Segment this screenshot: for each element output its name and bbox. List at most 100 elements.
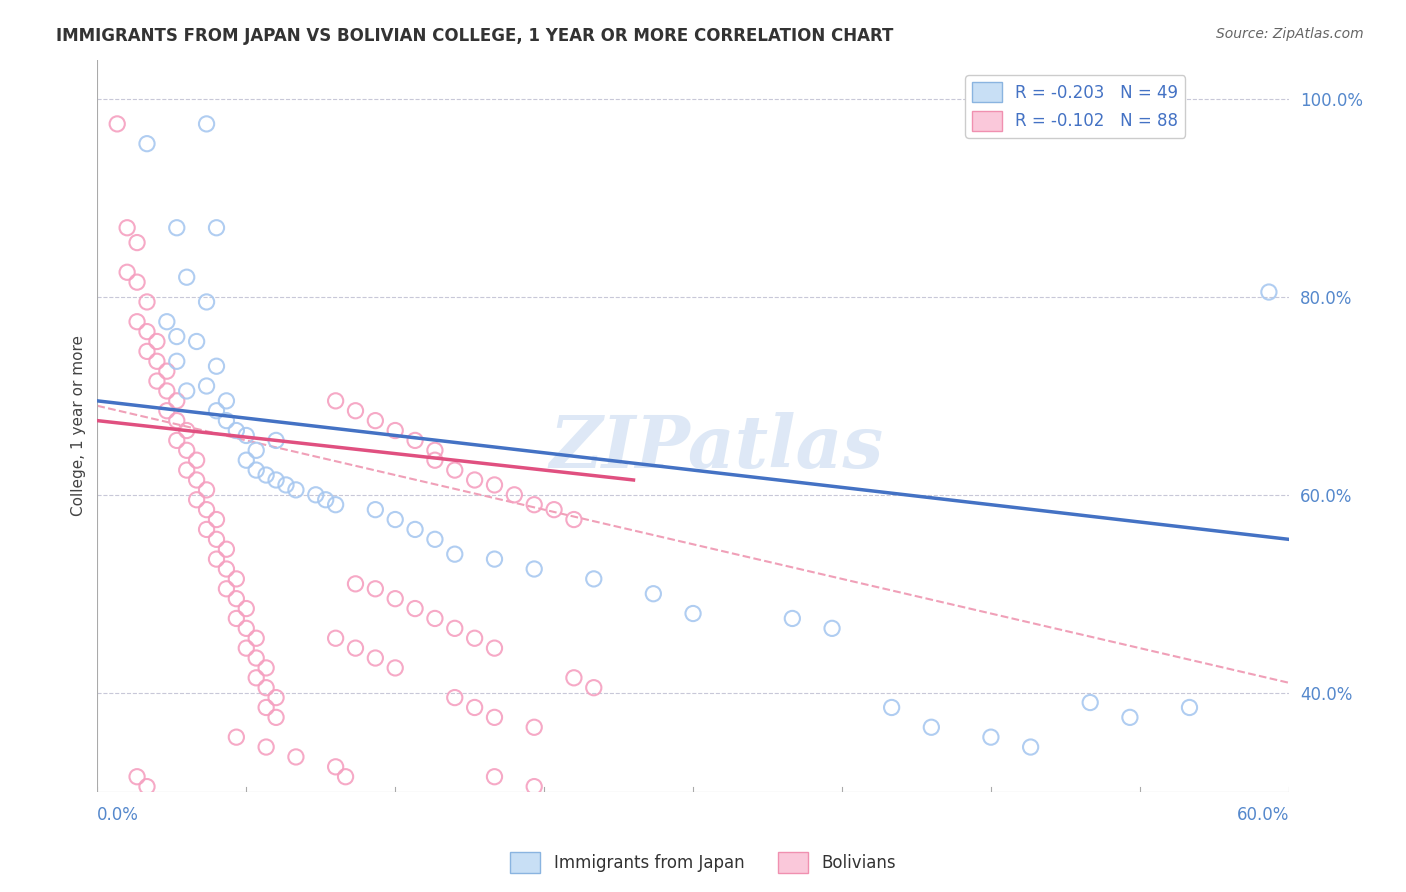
Point: [264, 710, 287, 724]
Point: [195, 523, 218, 537]
Point: [443, 621, 465, 635]
Text: ZIPatlas: ZIPatlas: [550, 412, 884, 483]
Point: [125, 275, 148, 289]
Point: [215, 562, 238, 576]
Point: [136, 325, 159, 339]
Point: [254, 681, 277, 695]
Point: [364, 414, 387, 428]
Point: [245, 671, 267, 685]
Point: [582, 681, 605, 695]
Point: [264, 473, 287, 487]
Point: [384, 424, 406, 438]
Point: [186, 492, 208, 507]
Point: [274, 478, 297, 492]
Point: [364, 502, 387, 516]
Point: [384, 512, 406, 526]
Point: [166, 220, 188, 235]
Point: [166, 393, 188, 408]
Point: [166, 354, 188, 368]
Point: [166, 434, 188, 448]
Point: [156, 403, 179, 417]
Point: [484, 641, 506, 656]
Point: [176, 424, 198, 438]
Point: [215, 542, 238, 557]
Point: [186, 453, 208, 467]
Point: [443, 547, 465, 561]
Point: [205, 403, 228, 417]
Point: [115, 265, 138, 279]
Point: [136, 344, 159, 359]
Point: [186, 334, 208, 349]
Point: [404, 434, 426, 448]
Point: [335, 770, 357, 784]
Point: [264, 690, 287, 705]
Point: [782, 611, 804, 625]
Point: [166, 329, 188, 343]
Point: [1178, 700, 1201, 714]
Text: 0.0%: 0.0%: [97, 806, 139, 824]
Point: [166, 414, 188, 428]
Point: [254, 739, 277, 754]
Point: [235, 641, 257, 656]
Point: [423, 533, 446, 547]
Point: [235, 453, 257, 467]
Point: [682, 607, 704, 621]
Point: [195, 483, 218, 497]
Point: [156, 364, 179, 378]
Point: [423, 443, 446, 458]
Point: [1257, 285, 1279, 299]
Point: [523, 562, 546, 576]
Point: [404, 601, 426, 615]
Point: [305, 488, 328, 502]
Point: [156, 384, 179, 398]
Point: [235, 621, 257, 635]
Point: [245, 463, 267, 477]
Point: [523, 780, 546, 794]
Point: [344, 577, 367, 591]
Point: [344, 641, 367, 656]
Point: [254, 468, 277, 483]
Point: [146, 374, 169, 388]
Point: [315, 492, 337, 507]
Point: [364, 651, 387, 665]
Point: [325, 393, 347, 408]
Point: [125, 315, 148, 329]
Point: [176, 270, 198, 285]
Point: [225, 611, 247, 625]
Point: [464, 632, 486, 646]
Point: [325, 498, 347, 512]
Point: [186, 473, 208, 487]
Point: [195, 117, 218, 131]
Point: [225, 591, 247, 606]
Point: [284, 750, 307, 764]
Point: [215, 414, 238, 428]
Point: [205, 220, 228, 235]
Point: [384, 661, 406, 675]
Point: [880, 700, 903, 714]
Point: [1078, 696, 1101, 710]
Point: [484, 710, 506, 724]
Text: Source: ZipAtlas.com: Source: ZipAtlas.com: [1216, 27, 1364, 41]
Point: [1119, 710, 1142, 724]
Point: [254, 661, 277, 675]
Point: [225, 424, 247, 438]
Point: [484, 770, 506, 784]
Point: [254, 700, 277, 714]
Y-axis label: College, 1 year or more: College, 1 year or more: [72, 335, 86, 516]
Point: [205, 552, 228, 566]
Point: [215, 393, 238, 408]
Point: [146, 354, 169, 368]
Point: [225, 572, 247, 586]
Point: [195, 294, 218, 309]
Point: [582, 572, 605, 586]
Point: [115, 220, 138, 235]
Point: [136, 136, 159, 151]
Legend: R = -0.203   N = 49, R = -0.102   N = 88: R = -0.203 N = 49, R = -0.102 N = 88: [966, 75, 1185, 137]
Point: [523, 498, 546, 512]
Point: [364, 582, 387, 596]
Point: [156, 315, 179, 329]
Point: [543, 502, 565, 516]
Point: [205, 359, 228, 374]
Point: [205, 512, 228, 526]
Point: [245, 651, 267, 665]
